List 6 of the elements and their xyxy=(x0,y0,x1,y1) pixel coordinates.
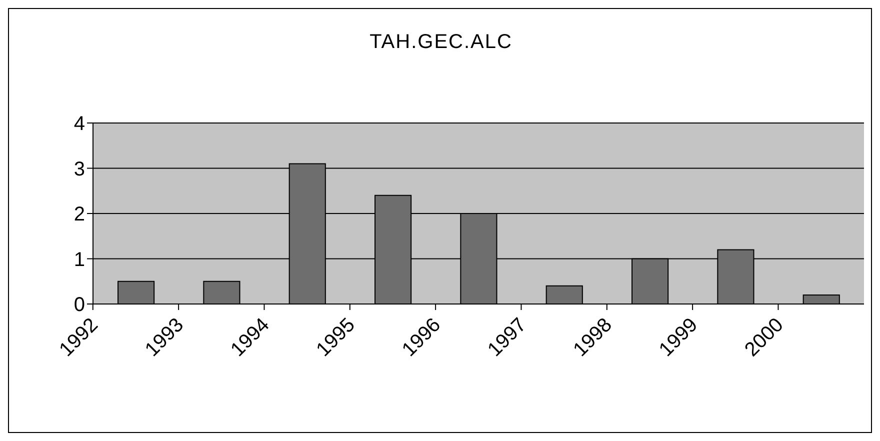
y-tick-label: 1 xyxy=(74,248,85,271)
y-tick-label: 2 xyxy=(74,204,85,226)
y-tick-label: 0 xyxy=(74,294,85,316)
y-tick-label: 4 xyxy=(74,113,85,136)
chart-title: TAH.GEC.ALC xyxy=(368,31,514,54)
y-tick-label: 3 xyxy=(74,158,85,180)
